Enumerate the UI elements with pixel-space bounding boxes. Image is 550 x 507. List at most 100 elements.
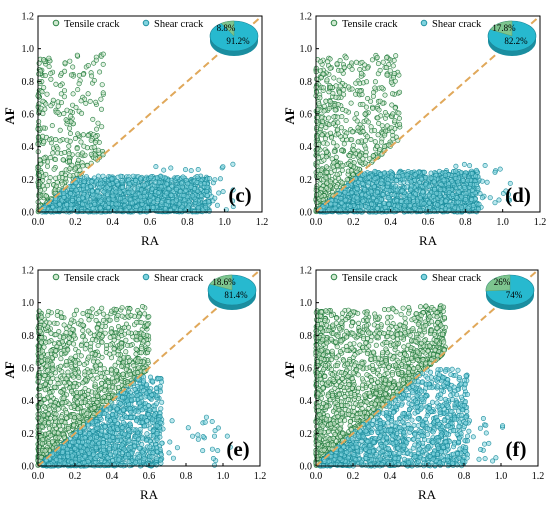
tensile-point bbox=[55, 103, 61, 109]
tensile-point bbox=[77, 167, 83, 173]
shear-point bbox=[326, 207, 332, 213]
tensile-point bbox=[329, 135, 335, 141]
tensile-point bbox=[123, 366, 129, 372]
y-tick-label: 0.0 bbox=[22, 208, 35, 219]
shear-point bbox=[230, 204, 236, 210]
tensile-point bbox=[382, 144, 388, 150]
shear-point bbox=[378, 171, 384, 177]
tensile-point bbox=[372, 139, 378, 145]
tensile-point bbox=[83, 377, 89, 383]
shear-point bbox=[421, 201, 427, 207]
tensile-point bbox=[67, 138, 73, 144]
tensile-point bbox=[67, 173, 73, 179]
tensile-point bbox=[47, 137, 53, 143]
shear-point bbox=[369, 201, 375, 207]
tensile-point bbox=[89, 73, 95, 79]
tensile-point bbox=[53, 137, 59, 143]
tensile-point bbox=[74, 52, 80, 58]
scatter-points bbox=[35, 51, 236, 215]
panel-label: (d) bbox=[505, 183, 531, 207]
shear-point bbox=[457, 184, 463, 190]
shear-point bbox=[402, 203, 408, 209]
tensile-point bbox=[324, 141, 330, 147]
tensile-point bbox=[94, 325, 100, 331]
shear-point bbox=[169, 183, 175, 189]
tensile-point bbox=[43, 171, 49, 177]
tensile-point bbox=[42, 396, 48, 402]
shear-point bbox=[413, 191, 419, 197]
shear-point bbox=[152, 179, 158, 185]
shear-point bbox=[473, 167, 479, 173]
tensile-point bbox=[62, 68, 68, 74]
tensile-point bbox=[36, 193, 42, 199]
tensile-point bbox=[74, 399, 80, 405]
tensile-point bbox=[138, 319, 144, 325]
shear-point bbox=[372, 168, 378, 174]
tensile-point bbox=[80, 333, 86, 339]
tensile-point bbox=[340, 163, 346, 169]
tensile-point bbox=[330, 164, 336, 170]
tensile-point bbox=[94, 393, 100, 399]
shear-point bbox=[175, 175, 181, 181]
tensile-point bbox=[376, 120, 382, 126]
tensile-point bbox=[99, 124, 105, 130]
shear-point bbox=[357, 208, 363, 214]
tensile-point bbox=[331, 75, 337, 81]
tensile-point bbox=[78, 139, 84, 145]
tensile-point bbox=[93, 317, 99, 323]
tensile-point bbox=[40, 111, 46, 117]
x-tick-label: 0.2 bbox=[69, 217, 82, 228]
tensile-point bbox=[48, 103, 54, 109]
chart-panel-e: 0.0 0.2 0.4 0.6 0.8 1.0 1.20.00.20.40.60.81.01… bbox=[2, 266, 266, 503]
shear-point bbox=[120, 184, 126, 190]
tensile-point bbox=[91, 396, 97, 402]
shear-point bbox=[443, 198, 449, 204]
tensile-point bbox=[73, 353, 79, 359]
tensile-point bbox=[62, 420, 68, 426]
shear-point bbox=[68, 191, 74, 197]
tensile-point bbox=[388, 125, 394, 131]
shear-point bbox=[475, 186, 481, 192]
x-axis-label: RA bbox=[141, 233, 160, 248]
tensile-point bbox=[86, 317, 92, 323]
shear-point bbox=[98, 181, 104, 187]
x-tick-label: 1.0 bbox=[218, 217, 231, 228]
tensile-point bbox=[82, 386, 88, 392]
shear-point bbox=[133, 178, 139, 184]
shear-point bbox=[96, 194, 102, 200]
tensile-point bbox=[78, 342, 84, 348]
tensile-point bbox=[335, 102, 341, 108]
tensile-point bbox=[57, 83, 63, 89]
tensile-point bbox=[384, 72, 390, 78]
tensile-point bbox=[339, 180, 345, 186]
shear-point bbox=[122, 198, 128, 204]
tensile-point bbox=[364, 134, 370, 140]
tensile-point bbox=[42, 387, 48, 393]
shear-point bbox=[130, 173, 136, 179]
shear-point bbox=[386, 201, 392, 207]
tensile-point bbox=[104, 370, 110, 376]
tensile-point bbox=[71, 341, 77, 347]
tensile-point bbox=[100, 317, 106, 323]
tensile-point bbox=[61, 88, 67, 94]
shear-point bbox=[110, 193, 116, 199]
shear-point bbox=[92, 201, 98, 207]
tensile-point bbox=[392, 118, 398, 124]
shear-point bbox=[173, 186, 179, 192]
tensile-point bbox=[74, 394, 80, 400]
shear-point bbox=[479, 178, 485, 184]
shear-point bbox=[195, 167, 201, 173]
tensile-point bbox=[335, 176, 341, 182]
shear-point bbox=[89, 179, 95, 185]
tensile-point bbox=[67, 58, 73, 64]
shear-point bbox=[195, 205, 201, 211]
shear-point bbox=[148, 193, 154, 199]
tensile-point bbox=[48, 76, 54, 82]
shear-point bbox=[342, 189, 348, 195]
shear-point bbox=[477, 191, 483, 197]
tensile-point bbox=[43, 193, 49, 199]
tensile-point bbox=[127, 371, 133, 377]
tensile-point bbox=[326, 115, 332, 121]
tensile-point bbox=[78, 400, 84, 406]
